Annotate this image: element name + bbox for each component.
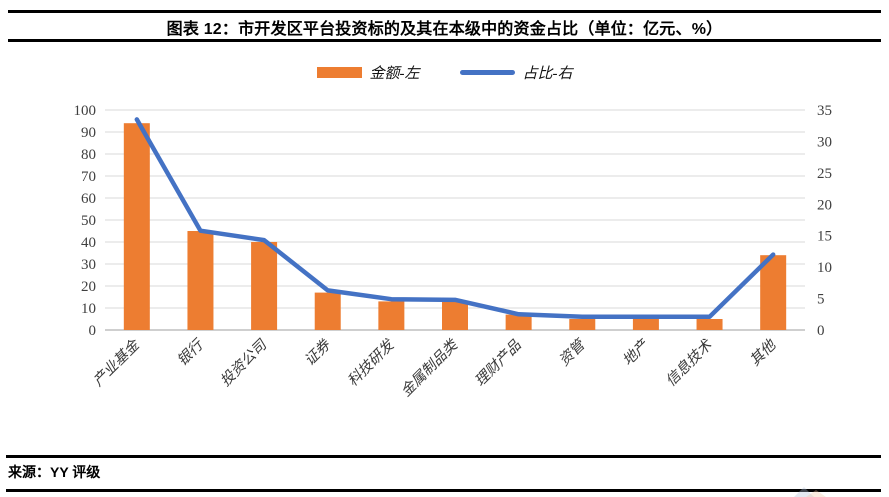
category-label-其他: 其他 xyxy=(746,336,780,370)
category-label-理财产品: 理财产品 xyxy=(471,336,524,389)
right-axis-tick-label: 5 xyxy=(817,292,825,308)
legend-item-share[interactable]: 占比-右 xyxy=(459,62,573,83)
left-axis-tick-label: 80 xyxy=(81,147,96,163)
left-axis-tick-label: 90 xyxy=(81,125,96,141)
chart-title: 图表 12：市开发区平台投资标的及其在本级中的资金占比（单位：亿元、%） xyxy=(166,21,723,38)
bar-投资公司 xyxy=(251,242,278,330)
bar-银行 xyxy=(187,231,214,330)
legend-item-amount[interactable]: 金额-左 xyxy=(316,62,420,83)
legend-label-amount: 金额-左 xyxy=(369,65,420,82)
bar-地产 xyxy=(632,319,659,330)
right-axis-tick-label: 20 xyxy=(817,197,832,213)
category-label-信息技术: 信息技术 xyxy=(662,336,716,390)
title-bottom-rule xyxy=(8,39,881,42)
source-text: 来源：YY 评级 xyxy=(8,464,101,480)
amount-series-swatch xyxy=(316,66,362,78)
category-label-产业基金: 产业基金 xyxy=(90,336,144,390)
title-top-rule xyxy=(8,10,881,13)
share-line-series xyxy=(134,117,776,320)
left-axis-tick-label: 10 xyxy=(81,301,96,317)
category-label-金属制品类: 金属制品类 xyxy=(398,336,462,400)
bar-信息技术 xyxy=(696,319,723,330)
legend-label-share: 占比-右 xyxy=(522,65,573,82)
category-label-资管: 资管 xyxy=(556,335,590,369)
category-label-证券: 证券 xyxy=(301,336,335,370)
left-axis-tick-label: 70 xyxy=(81,169,96,185)
chart-legend: 金额-左 占比-右 xyxy=(0,60,889,84)
category-label-科技研发: 科技研发 xyxy=(344,336,398,390)
right-axis-tick-label: 35 xyxy=(817,103,832,119)
left-axis-tick-label: 40 xyxy=(81,235,96,251)
right-axis-tick-label: 15 xyxy=(817,229,832,245)
bar-其他 xyxy=(760,255,787,330)
category-label-投资公司: 投资公司 xyxy=(217,336,271,390)
bar-产业基金 xyxy=(123,123,150,330)
category-label-银行: 银行 xyxy=(174,335,208,369)
right-axis-tick-label: 30 xyxy=(817,134,832,150)
left-axis-tick-label: 20 xyxy=(81,279,96,295)
bar-理财产品 xyxy=(505,314,532,330)
left-axis-tick-label: 0 xyxy=(89,323,97,339)
bar-资管 xyxy=(569,319,596,330)
source-bottom-rule xyxy=(6,489,881,492)
source-top-rule xyxy=(6,455,881,458)
bar-证券 xyxy=(314,292,341,330)
right-axis-tick-label: 0 xyxy=(817,323,825,339)
left-axis-tick-label: 50 xyxy=(81,213,96,229)
bar-金属制品类 xyxy=(442,301,468,330)
bar-科技研发 xyxy=(378,301,405,330)
right-axis-tick-label: 25 xyxy=(817,166,832,182)
combo-chart-plot: 0 10 20 30 40 50 60 70 80 90 100 0 5 10 15 20 25 30 35 产业基金… xyxy=(74,103,833,400)
share-series-swatch xyxy=(459,69,515,75)
category-label-地产: 地产 xyxy=(619,336,653,370)
left-axis-tick-label: 100 xyxy=(74,103,97,119)
left-axis-tick-label: 30 xyxy=(81,257,96,273)
left-axis-tick-label: 60 xyxy=(81,191,96,207)
right-axis-tick-label: 10 xyxy=(817,260,832,276)
